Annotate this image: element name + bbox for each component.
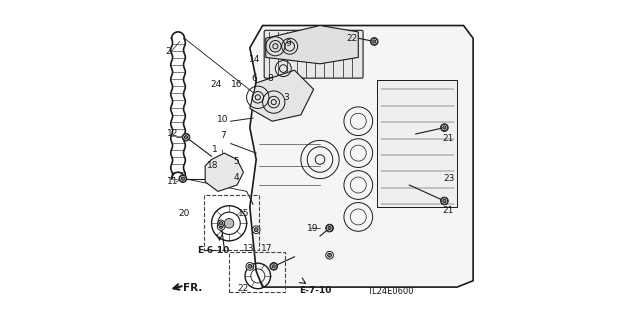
- Text: 14: 14: [249, 55, 260, 63]
- Bar: [378, 80, 457, 207]
- Text: 22: 22: [346, 34, 358, 43]
- Text: 11: 11: [167, 177, 179, 186]
- Text: 13: 13: [243, 244, 255, 253]
- Circle shape: [181, 177, 185, 181]
- Text: 16: 16: [231, 80, 243, 89]
- Text: 19: 19: [307, 224, 319, 233]
- Text: E-7-10: E-7-10: [299, 286, 332, 295]
- Circle shape: [271, 263, 277, 270]
- Circle shape: [441, 198, 447, 204]
- Text: 24: 24: [211, 80, 222, 89]
- Circle shape: [182, 133, 190, 141]
- Circle shape: [371, 38, 378, 45]
- Text: 15: 15: [237, 209, 249, 218]
- Text: 5: 5: [233, 157, 239, 166]
- Circle shape: [442, 126, 446, 130]
- Circle shape: [440, 124, 448, 131]
- Text: 7: 7: [220, 131, 225, 140]
- Circle shape: [183, 134, 189, 140]
- Circle shape: [326, 251, 333, 259]
- Text: 3: 3: [284, 93, 289, 102]
- Text: 6: 6: [252, 74, 257, 83]
- Circle shape: [181, 177, 184, 180]
- Circle shape: [272, 265, 275, 268]
- Circle shape: [440, 197, 448, 205]
- Circle shape: [441, 124, 447, 131]
- Polygon shape: [250, 70, 314, 121]
- Circle shape: [246, 263, 253, 270]
- Circle shape: [218, 223, 225, 230]
- Circle shape: [372, 40, 376, 43]
- Circle shape: [220, 222, 223, 225]
- Circle shape: [180, 175, 186, 182]
- Circle shape: [248, 264, 252, 268]
- Circle shape: [272, 264, 276, 268]
- Polygon shape: [250, 26, 473, 287]
- Text: E-6-10: E-6-10: [197, 246, 229, 255]
- Text: 23: 23: [444, 174, 455, 183]
- Text: 17: 17: [261, 244, 273, 253]
- Text: FR.: FR.: [183, 283, 202, 293]
- Circle shape: [184, 136, 188, 139]
- Circle shape: [326, 225, 333, 231]
- Circle shape: [254, 228, 258, 232]
- Circle shape: [443, 126, 446, 129]
- Text: 21: 21: [442, 134, 454, 143]
- Circle shape: [179, 175, 187, 182]
- Circle shape: [371, 38, 378, 45]
- Circle shape: [328, 226, 331, 230]
- Text: 18: 18: [207, 161, 219, 170]
- Polygon shape: [205, 153, 243, 191]
- Circle shape: [252, 226, 260, 234]
- Text: TL24E0600: TL24E0600: [367, 287, 413, 296]
- Polygon shape: [266, 26, 358, 64]
- Circle shape: [224, 219, 234, 228]
- Text: 9: 9: [286, 39, 292, 48]
- Circle shape: [218, 220, 224, 226]
- Text: 1: 1: [212, 145, 218, 154]
- Circle shape: [328, 253, 332, 257]
- FancyBboxPatch shape: [264, 30, 363, 78]
- Text: 10: 10: [217, 115, 228, 124]
- Text: 22: 22: [238, 284, 249, 293]
- Circle shape: [443, 199, 446, 203]
- Circle shape: [219, 225, 223, 228]
- Text: 20: 20: [179, 209, 190, 218]
- Text: 4: 4: [234, 173, 239, 182]
- Circle shape: [328, 226, 332, 230]
- Circle shape: [372, 40, 376, 43]
- Text: 12: 12: [167, 130, 179, 138]
- Text: 21: 21: [442, 206, 454, 215]
- Text: 2: 2: [166, 47, 172, 56]
- Circle shape: [442, 199, 446, 203]
- Text: 8: 8: [268, 74, 273, 83]
- Circle shape: [270, 263, 278, 270]
- Circle shape: [326, 224, 333, 232]
- Circle shape: [184, 135, 188, 139]
